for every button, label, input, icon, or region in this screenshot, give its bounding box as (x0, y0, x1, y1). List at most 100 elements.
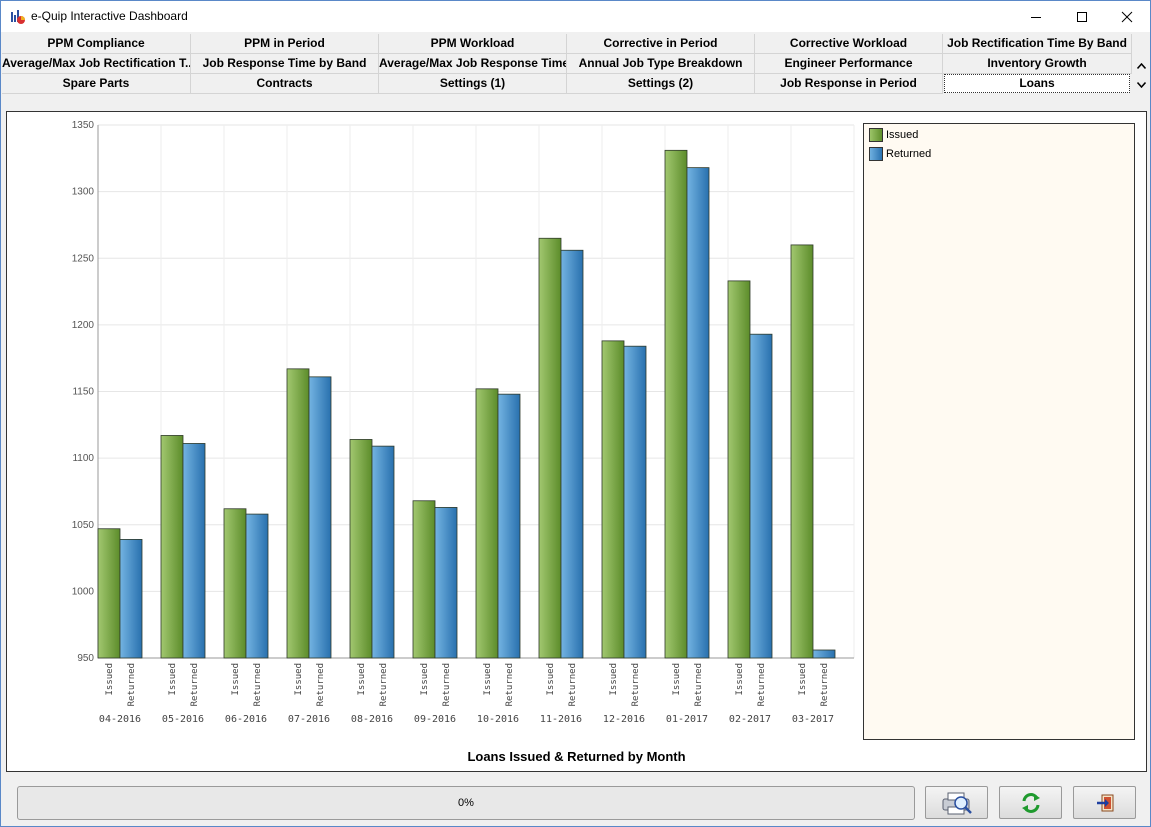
bar-issued (664, 149, 688, 659)
bar-returned (308, 376, 332, 659)
bar-issued (286, 368, 310, 659)
chart-title: Loans Issued & Returned by Month (467, 749, 686, 764)
chart-panel: 950 1000 1050 1100 1150 1200 1250 1300 1350 Issue… (6, 111, 1147, 772)
tab-job-rectification-time-by-band[interactable]: Job Rectification Time By Band (943, 34, 1132, 54)
y-tick-label: 1200 (72, 320, 95, 331)
x-tick-label: 06-2016 (225, 714, 267, 725)
tab-job-response-time-by-band[interactable]: Job Response Time by Band (191, 54, 379, 74)
tab-settings-1[interactable]: Settings (1) (379, 74, 567, 94)
tab-spare-parts[interactable]: Spare Parts (2, 74, 191, 94)
x-series-label: Issued (672, 663, 682, 696)
chevron-down-icon (1137, 82, 1146, 88)
exit-icon (1096, 794, 1113, 811)
y-tick-label: 1300 (72, 187, 95, 198)
app-logo-icon (11, 10, 25, 24)
x-series-label: Issued (483, 663, 493, 696)
exit-button[interactable] (1073, 786, 1136, 819)
x-tick-label: 03-2017 (792, 714, 834, 725)
minimize-icon (1031, 16, 1041, 18)
tab-average-max-job-rectification[interactable]: Average/Max Job Rectification T... (2, 54, 191, 74)
maximize-button[interactable] (1059, 1, 1105, 32)
x-series-label: Issued (546, 663, 556, 696)
x-tick-label: 12-2016 (603, 714, 645, 725)
tab-ppm-in-period[interactable]: PPM in Period (191, 34, 379, 54)
progress-bar: 0% (17, 786, 915, 820)
refresh-button[interactable] (999, 786, 1062, 819)
bar-returned (182, 443, 206, 659)
tab-annual-job-type-breakdown[interactable]: Annual Job Type Breakdown (567, 54, 755, 74)
y-tick-label: 1350 (72, 120, 95, 131)
bar-returned (245, 513, 269, 659)
close-icon (1121, 11, 1133, 22)
bar-returned (434, 507, 458, 659)
bar-returned (497, 393, 521, 659)
maximize-icon (1077, 11, 1087, 22)
x-series-label: Issued (798, 663, 808, 696)
print-preview-button[interactable] (925, 786, 988, 819)
bar-returned (623, 345, 647, 659)
title-bar: e-Quip Interactive Dashboard (1, 1, 1150, 32)
tab-scroll-up-button[interactable] (1134, 58, 1149, 74)
bar-issued (412, 500, 436, 659)
bar-issued (97, 528, 121, 659)
bar-returned (371, 445, 395, 659)
bar-issued (475, 388, 499, 659)
x-tick-label: 05-2016 (162, 714, 204, 725)
refresh-icon (1021, 792, 1040, 813)
progress-text: 0% (458, 797, 474, 809)
tab-ppm-workload[interactable]: PPM Workload (379, 34, 567, 54)
tab-settings-2[interactable]: Settings (2) (567, 74, 755, 94)
bar-issued (160, 435, 184, 659)
x-series-label: Returned (820, 663, 830, 706)
x-series-label: Issued (609, 663, 619, 696)
tab-strip: PPM Compliance PPM in Period PPM Workloa… (2, 34, 1132, 96)
y-tick-label: 1250 (72, 253, 95, 264)
x-series-label: Returned (631, 663, 641, 706)
legend-item-returned: Returned (869, 147, 931, 161)
x-series-label: Issued (735, 663, 745, 696)
tab-contracts[interactable]: Contracts (191, 74, 379, 94)
bar-returned (812, 649, 836, 659)
x-tick-label: 11-2016 (540, 714, 582, 725)
x-series-label: Issued (357, 663, 367, 696)
x-series-label: Issued (294, 663, 304, 696)
legend-swatch-returned (869, 147, 883, 161)
y-tick-label: 950 (77, 653, 94, 664)
tab-engineer-performance[interactable]: Engineer Performance (755, 54, 943, 74)
legend-label-returned: Returned (886, 148, 932, 160)
x-series-label: Returned (694, 663, 704, 706)
x-series-label: Issued (105, 663, 115, 696)
legend-swatch-issued (869, 128, 883, 142)
bar-issued (601, 340, 625, 659)
x-series-label: Returned (253, 663, 263, 706)
x-series-label: Returned (505, 663, 515, 706)
y-tick-label: 1100 (72, 453, 94, 464)
legend-item-issued: Issued (869, 128, 918, 142)
print-preview-icon (942, 792, 972, 814)
tab-average-max-job-response-time[interactable]: Average/Max Job Response Time (379, 54, 567, 74)
x-tick-label: 01-2017 (666, 714, 708, 725)
tab-inventory-growth[interactable]: Inventory Growth (943, 54, 1132, 74)
x-tick-label: 04-2016 (99, 714, 141, 725)
legend-label-issued: Issued (886, 129, 919, 141)
chevron-up-icon (1137, 63, 1146, 69)
minimize-button[interactable] (1013, 1, 1059, 32)
bar-returned (119, 539, 143, 659)
bar-issued (790, 244, 814, 659)
x-tick-label: 09-2016 (414, 714, 456, 725)
tab-scroll-down-button[interactable] (1134, 77, 1149, 93)
tab-loans[interactable]: Loans (944, 74, 1130, 93)
x-series-label: Returned (442, 663, 452, 706)
loans-chart: 950 1000 1050 1100 1150 1200 1250 1300 1350 Issue… (72, 120, 855, 725)
x-series-label: Issued (231, 663, 241, 696)
bar-returned (686, 167, 710, 659)
tab-ppm-compliance[interactable]: PPM Compliance (2, 34, 191, 54)
chart-legend: Issued Returned (863, 123, 1135, 740)
tab-corrective-in-period[interactable]: Corrective in Period (567, 34, 755, 54)
close-button[interactable] (1104, 1, 1150, 32)
x-tick-label: 07-2016 (288, 714, 330, 725)
tab-corrective-workload[interactable]: Corrective Workload (755, 34, 943, 54)
x-tick-label: 08-2016 (351, 714, 393, 725)
tab-job-response-in-period[interactable]: Job Response in Period (755, 74, 943, 94)
